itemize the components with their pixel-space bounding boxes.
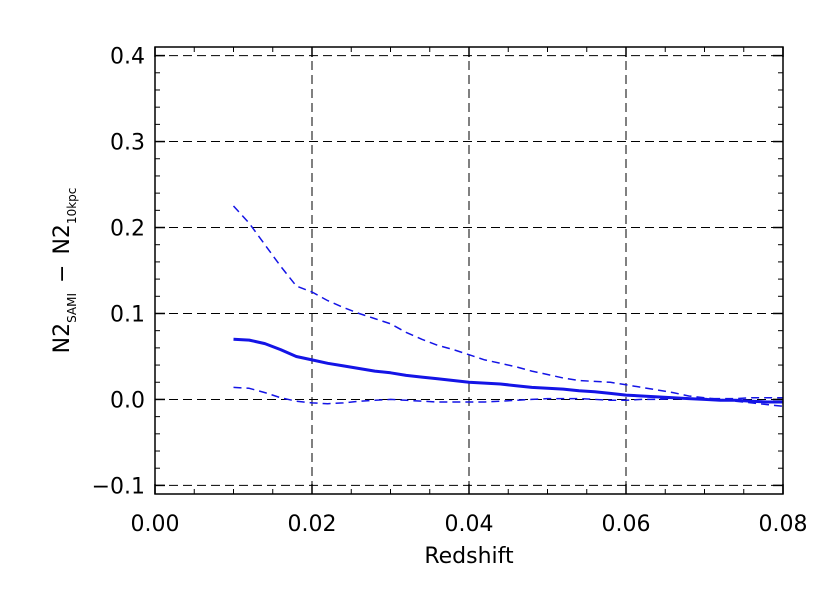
x-tick-label: 0.08 bbox=[759, 512, 808, 537]
x-tick-label: 0.04 bbox=[445, 512, 494, 537]
y-title-sub-2: 10kpc bbox=[65, 188, 79, 224]
series-line-solid bbox=[233, 337, 783, 404]
y-tick-label: 0.3 bbox=[110, 131, 145, 156]
gridlines bbox=[155, 47, 783, 494]
x-tick-label: 0.00 bbox=[131, 512, 180, 537]
y-title-base-2: N2 bbox=[50, 224, 75, 254]
x-tick-labels: 0.00 0.02 0.04 0.06 0.08 bbox=[131, 512, 808, 537]
y-title-sub-1: SAMI bbox=[65, 293, 79, 323]
axis-ticks bbox=[154, 47, 784, 494]
x-tick-label: 0.06 bbox=[602, 512, 651, 537]
y-title-minus: − bbox=[50, 265, 75, 283]
series-lines bbox=[232, 205, 784, 408]
y-tick-label: 0.2 bbox=[110, 217, 145, 242]
series-line-dashed-1 bbox=[232, 205, 784, 408]
y-axis-title: N2SAMI−N210kpc bbox=[50, 188, 79, 354]
y-title-base-1: N2 bbox=[50, 323, 75, 353]
x-tick-label: 0.02 bbox=[288, 512, 337, 537]
x-axis-title: Redshift bbox=[424, 544, 514, 569]
y-tick-label: −0.1 bbox=[92, 474, 145, 499]
y-tick-labels: −0.1 0.0 0.1 0.2 0.3 0.4 bbox=[92, 45, 145, 500]
y-tick-label: 0.0 bbox=[110, 388, 145, 413]
y-tick-label: 0.4 bbox=[110, 45, 145, 70]
series-line-dashed-2 bbox=[233, 386, 783, 405]
y-tick-label: 0.1 bbox=[110, 302, 145, 327]
